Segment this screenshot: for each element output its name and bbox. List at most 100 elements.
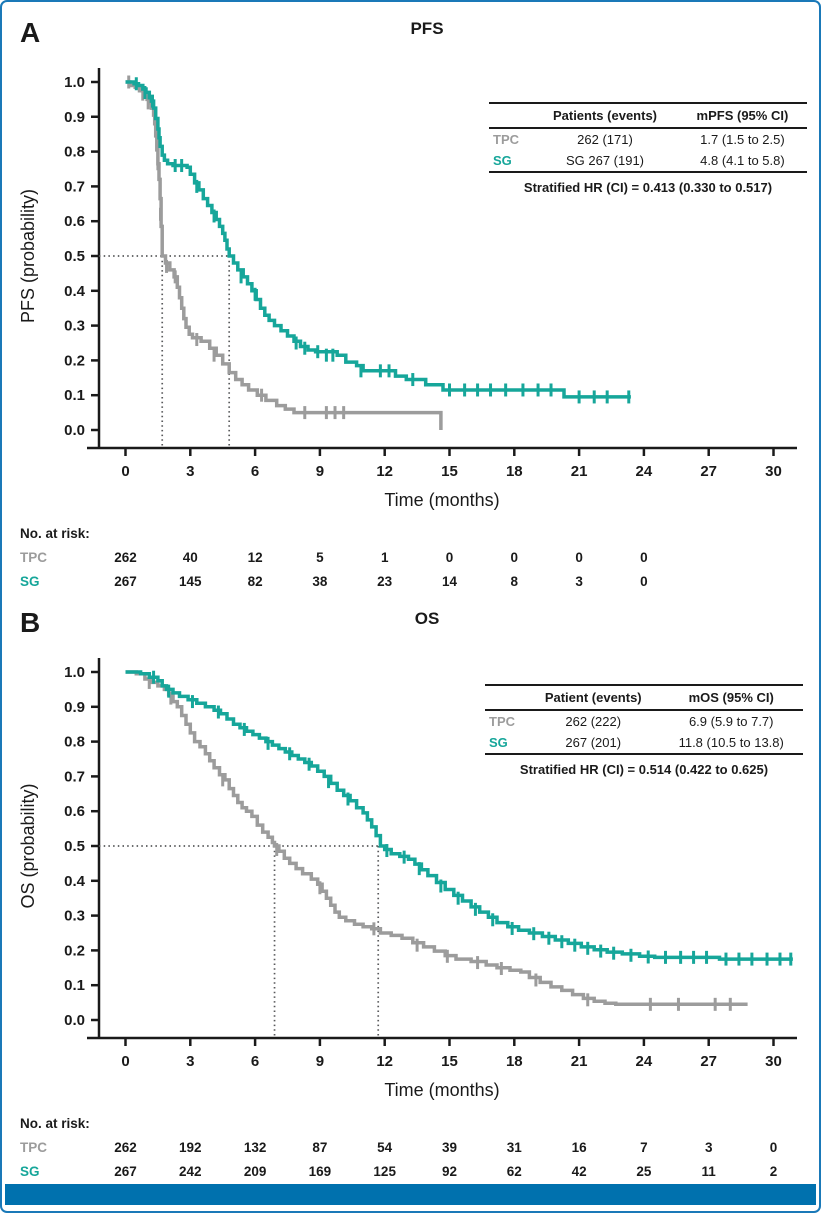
x-tick-label: 18 [506,463,523,480]
table-row: TPC 262 (171) 1.7 (1.5 to 2.5) [489,128,807,150]
y-axis-title: PFS (probability) [18,189,38,323]
y-tick-label: 0.8 [64,144,85,161]
at-risk-value: 267 [114,1164,137,1179]
y-tick-label: 0.1 [64,387,85,404]
at-risk-value: 262 [114,550,137,565]
at-risk-value: 169 [309,1164,332,1179]
km-curve-sg [125,670,793,961]
at-risk-value: 262 [114,1140,137,1155]
tpc-median-value: 1.7 (1.5 to 2.5) [700,132,785,147]
os-hazard-ratio-text: Stratified HR (CI) = 0.514 (0.422 to 0.6… [519,762,769,777]
x-tick-label: 6 [251,463,259,480]
sg-median-value: 4.8 (4.1 to 5.8) [700,153,785,168]
y-tick-label: 0.6 [64,803,85,820]
at-risk-row-label-sg: SG [20,1164,40,1179]
stats-corner-cell [485,685,528,711]
km-curve-tpc [125,670,748,1007]
stats-median-header: mOS (95% CI) [659,685,803,711]
y-tick-label: 0.4 [64,283,86,300]
x-tick-label: 12 [376,1053,393,1070]
at-risk-value: 2 [770,1164,778,1179]
x-tick-label: 27 [700,1053,717,1070]
at-risk-value: 16 [572,1140,588,1155]
x-tick-label: 0 [121,1053,129,1070]
panel-os: B OS 0.0 0.1 0.2 0.3 0.4 0.5 0.6 0.7 0.8 0.9 1.0 0 3 6 9… [2,592,819,1180]
x-tick-label: 24 [636,1053,653,1070]
x-tick-label: 0 [121,463,129,480]
y-tick-label: 0.4 [64,873,86,890]
at-risk-value: 39 [442,1140,457,1155]
panel-pfs: A PFS 0.0 0.1 0.2 0.3 0.4 0.5 0.6 0.7 0.8 0.9 1.0 0 3 6… [2,2,819,592]
y-tick-label: 0.9 [64,699,85,716]
at-risk-value: 12 [248,550,263,565]
at-risk-value: 0 [511,550,519,565]
bottom-accent-bar [5,1184,816,1205]
km-curve-tpc [125,80,443,430]
at-risk-header: No. at risk: [20,1116,90,1131]
y-tick-label: 1.0 [64,74,85,91]
table-row: SG 267 (201) 11.8 (10.5 to 13.8) [485,732,803,754]
at-risk-value: 1 [381,550,389,565]
at-risk-value: 25 [636,1164,652,1179]
tpc-median-value: 6.9 (5.9 to 7.7) [688,714,774,729]
y-tick-label: 0.6 [64,213,85,230]
chart-title: PFS [410,19,443,38]
at-risk-row-label-sg: SG [20,574,40,589]
x-tick-label: 9 [316,1053,324,1070]
sg-row-label: SG [493,153,512,168]
pfs-hazard-ratio-text: Stratified HR (CI) = 0.413 (0.330 to 0.5… [523,180,773,195]
pfs-chart: A PFS 0.0 0.1 0.2 0.3 0.4 0.5 0.6 0.7 0.8 0.9 1.0 0 3 6… [18,17,797,589]
x-tick-label: 6 [251,1053,259,1070]
y-tick-label: 0.3 [64,318,85,335]
sg-median-value: 11.8 (10.5 to 13.8) [678,735,784,750]
stats-patients-header: Patient (events) [527,685,660,711]
sg-row-label: SG [489,735,508,750]
x-axis-title: Time (months) [384,490,499,510]
sg-patients-value: SG 267 (191) [565,153,645,168]
y-axis-title: OS (probability) [18,783,38,908]
y-tick-label: 0.7 [64,178,85,195]
y-tick-label: 0.5 [64,838,85,855]
at-risk-value: 267 [114,574,137,589]
at-risk-value: 8 [511,574,519,589]
x-tick-label: 3 [186,1053,194,1070]
table-row: SG SG 267 (191) 4.8 (4.1 to 5.8) [489,150,807,172]
at-risk-value: 0 [640,550,648,565]
tpc-row-label: TPC [489,714,515,729]
at-risk-value: 0 [770,1140,778,1155]
os-stats-table: Patient (events) mOS (95% CI) TPC 262 (2… [485,684,803,755]
at-risk-header: No. at risk: [20,526,90,541]
at-risk-value: 3 [705,1140,713,1155]
km-curve-sg [125,80,631,399]
at-risk-value: 0 [575,550,583,565]
sg-patients-value: 267 (201) [565,735,622,750]
at-risk-value: 42 [572,1164,587,1179]
chart-title: OS [415,609,440,628]
pfs-stats-box: Patients (events) mPFS (95% CI) TPC 262 … [489,102,807,195]
x-tick-label: 12 [376,463,393,480]
x-tick-label: 18 [506,1053,523,1070]
at-risk-value: 145 [179,574,202,589]
y-tick-label: 0.3 [64,908,85,925]
y-tick-label: 0.1 [64,977,85,994]
at-risk-value: 54 [377,1140,393,1155]
at-risk-value: 14 [442,574,458,589]
at-risk-value: 23 [377,574,393,589]
at-risk-row-label-tpc: TPC [20,1140,47,1155]
at-risk-value: 87 [312,1140,327,1155]
x-tick-label: 3 [186,463,194,480]
at-risk-value: 5 [316,550,324,565]
pfs-stats-table: Patients (events) mPFS (95% CI) TPC 262 … [489,102,807,173]
y-tick-label: 0.8 [64,734,85,751]
at-risk-value: 242 [179,1164,202,1179]
y-tick-label: 0.0 [64,1012,85,1029]
x-axis-title: Time (months) [384,1080,499,1100]
at-risk-value: 40 [183,550,198,565]
stats-corner-cell [489,103,533,129]
at-risk-value: 192 [179,1140,202,1155]
at-risk-value: 92 [442,1164,457,1179]
at-risk-value: 38 [312,574,328,589]
x-tick-label: 27 [700,463,717,480]
x-tick-label: 30 [765,1053,782,1070]
